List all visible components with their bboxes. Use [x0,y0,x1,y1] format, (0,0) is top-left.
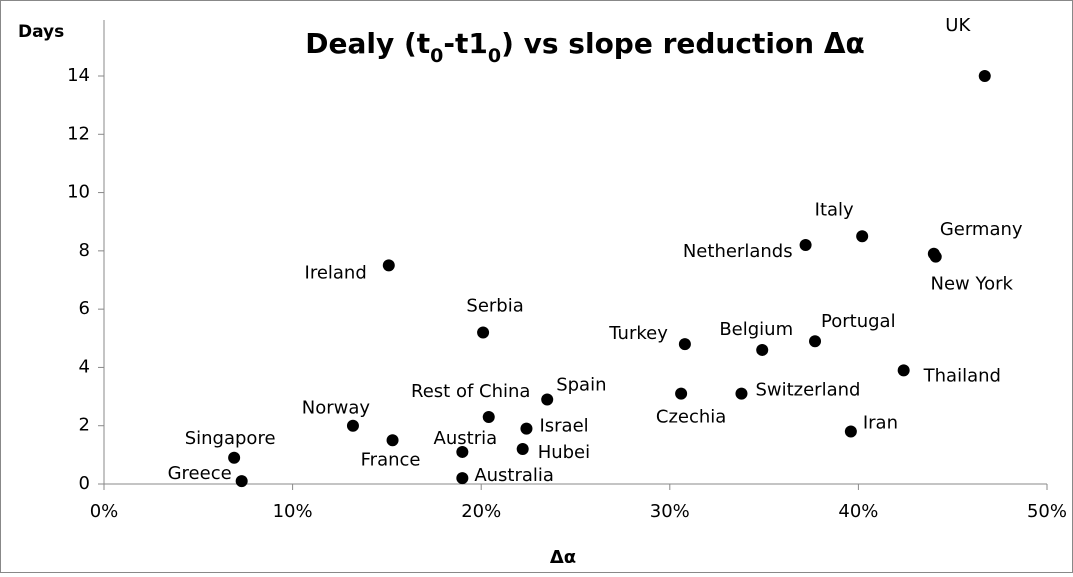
y-tick-label: 0 [79,473,90,494]
point-label: Iran [863,413,898,434]
point [978,70,991,82]
point [929,250,942,263]
point-label: Singapore [185,428,276,449]
point [809,335,822,348]
point-label: Czechia [656,407,726,428]
point [541,393,554,406]
y-tick-label: 12 [67,123,90,144]
point [856,230,869,243]
point [675,387,688,400]
point [516,443,529,456]
point-label: Portugal [821,311,896,332]
point [386,434,399,447]
x-tick-label: 50% [1027,501,1067,522]
x-tick-label: 10% [273,501,313,522]
point [482,410,495,423]
point [735,387,748,400]
title-part: -t1 [443,27,488,60]
point [228,451,241,464]
point [678,338,691,351]
y-tick-label: 4 [79,356,90,377]
point-label: France [361,449,421,470]
y-tick-label: 2 [79,415,90,436]
point-label: Australia [474,465,554,486]
x-tick-label: 40% [838,501,878,522]
point [456,445,469,458]
y-tick-label: 10 [67,182,90,203]
point [520,422,533,435]
y-axis-label: Days [18,22,64,42]
point [235,475,248,488]
x-axis-label: Δα [550,547,576,568]
point-label: Rest of China [411,381,530,402]
point [346,419,359,432]
point [897,364,910,377]
point [844,425,857,438]
point-label: Germany [940,219,1023,240]
y-tick-label: 8 [79,240,90,261]
point-label: Norway [302,398,371,419]
point-label: Switzerland [755,380,860,401]
y-tick-label: 6 [79,298,90,319]
point-label: UK [945,15,971,36]
point [756,343,769,356]
point-label: Netherlands [683,241,793,262]
point-label: New York [931,274,1014,295]
point [477,326,490,339]
point-label: Spain [556,374,606,395]
point-label: Hubei [538,442,590,463]
x-tick-label: 0% [90,501,119,522]
point-label: Serbia [466,295,523,316]
point [382,259,395,272]
x-tick-label: 20% [461,501,501,522]
point-label: Austria [434,428,498,449]
point-label: Ireland [305,262,367,283]
title-part: Dealy (t [305,27,430,60]
point-label: Italy [815,199,854,220]
point-label: Belgium [719,319,793,340]
point-label: Thailand [923,365,1001,386]
point-label: Turkey [608,323,668,344]
point [456,472,469,485]
title-part: ) vs slope reduction Δα [501,27,865,60]
x-tick-label: 30% [650,501,690,522]
chart-title: Dealy (t0-t10) vs slope reduction Δα [305,27,865,67]
title-part: 0 [488,45,501,67]
y-tick-label: 14 [67,65,90,86]
point-label: Israel [539,416,588,437]
point-label: Greece [168,463,232,484]
point [799,239,812,252]
title-part: 0 [430,45,443,67]
